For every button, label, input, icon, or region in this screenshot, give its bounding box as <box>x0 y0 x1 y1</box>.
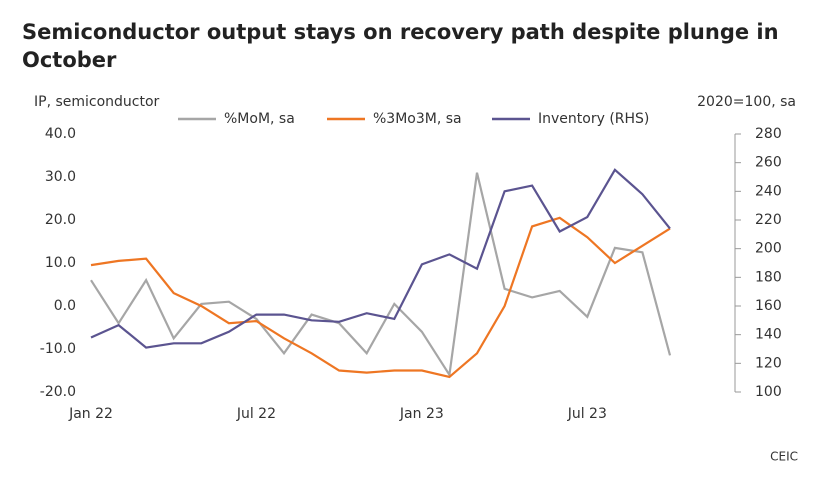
legend-label: %3Mo3M, sa <box>373 111 462 127</box>
y2-tick-label: 100 <box>755 384 782 400</box>
source: CEIC <box>770 450 798 464</box>
y2-axis-label: 2020=100, sa <box>697 94 796 110</box>
title-line: October <box>22 48 117 72</box>
legend-label: Inventory (RHS) <box>538 111 649 127</box>
y-tick-label: 30.0 <box>45 169 76 185</box>
y2-tick-label: 180 <box>755 269 782 285</box>
legend-label: %MoM, sa <box>224 111 295 127</box>
chart-title: Semiconductor output stays on recovery p… <box>22 20 779 72</box>
y-tick-label: 40.0 <box>45 126 76 142</box>
y-tick-label: 20.0 <box>45 212 76 228</box>
series-line <box>90 216 671 379</box>
y2-tick-label: 280 <box>755 126 782 142</box>
y2-tick-label: 200 <box>755 241 782 257</box>
x-tick-label: Jul 23 <box>567 406 607 422</box>
x-tick-label: Jan 23 <box>399 406 444 422</box>
y2-tick-label: 140 <box>755 327 782 343</box>
y2-tick-label: 120 <box>755 355 782 371</box>
title-line: Semiconductor output stays on recovery p… <box>22 20 779 44</box>
series-line <box>90 168 671 349</box>
x-tick-label: Jul 22 <box>236 406 276 422</box>
y-tick-label: 10.0 <box>45 255 76 271</box>
y2-tick-label: 160 <box>755 298 782 314</box>
y2-tick-label: 220 <box>755 212 782 228</box>
y-tick-label: 0.0 <box>54 298 76 314</box>
series-line <box>90 172 672 378</box>
y-axis-label: IP, semiconductor <box>34 94 160 110</box>
y2-tick-label: 260 <box>755 155 782 171</box>
x-tick-label: Jan 22 <box>68 406 113 422</box>
y-tick-label: -20.0 <box>40 384 76 400</box>
y2-tick-label: 240 <box>755 183 782 199</box>
y-tick-label: -10.0 <box>40 341 76 357</box>
